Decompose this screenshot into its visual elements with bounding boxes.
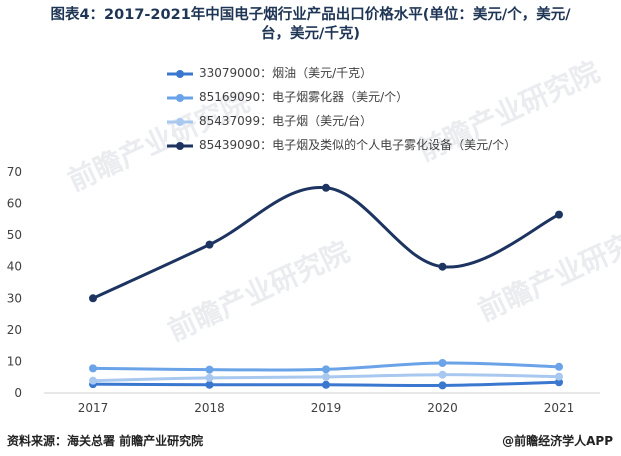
x-tick-label: 2018 [194, 401, 225, 415]
x-tick-label: 2020 [427, 401, 458, 415]
y-tick-label: 70 [7, 165, 22, 179]
legend-swatch [167, 94, 193, 102]
y-tick-label: 10 [7, 354, 22, 368]
y-tick-label: 40 [7, 260, 22, 274]
y-tick-label: 50 [7, 228, 22, 242]
chart-title-line2: 台，美元/千克) [261, 26, 360, 42]
series-2-point [322, 365, 330, 374]
series-4-point [555, 210, 563, 219]
series-2-point [89, 364, 97, 373]
y-tick-label: 30 [7, 291, 22, 305]
legend-swatch [167, 118, 193, 126]
series-line-4 [91, 186, 561, 300]
legend-label: 85439090：电子烟及类似的个人电子雾化设备（美元/个） [199, 138, 517, 152]
series-4-point [438, 262, 447, 271]
source-note: 资料来源：海关总署 前瞻产业研究院 [7, 434, 204, 448]
y-tick-label: 60 [7, 197, 22, 211]
series-1-point [322, 380, 330, 389]
legend-swatch-marker [176, 142, 184, 150]
series-4-point [322, 183, 330, 192]
chart-title-line1: 图表4：2017-2021年中国电子烟行业产品出口价格水平(单位：美元/个，美元… [50, 7, 571, 23]
y-tick-label: 0 [14, 386, 22, 400]
legend-swatch [167, 142, 193, 150]
legend-swatch-marker [176, 118, 184, 126]
y-tick-label: 20 [7, 323, 22, 337]
x-tick-label: 2021 [544, 401, 575, 415]
series-3-point [322, 372, 330, 381]
series-1-point [205, 380, 214, 389]
series-4-point [89, 294, 97, 303]
series-3-point [205, 373, 214, 382]
legend-swatch-marker [176, 94, 184, 102]
series-4-point [205, 240, 214, 249]
legend-label: 33079000：烟油（美元/千克） [199, 66, 373, 80]
series-3-point [438, 370, 447, 379]
chart-title: 图表4：2017-2021年中国电子烟行业产品出口价格水平(单位：美元/个，美元… [0, 6, 621, 44]
series-1-point [555, 378, 563, 387]
legend-label: 85169090：电子烟雾化器（美元/个） [199, 90, 409, 104]
legend-swatch [167, 70, 193, 78]
x-tick-label: 2019 [311, 401, 342, 415]
series-2-point [205, 365, 214, 374]
x-tick-label: 2017 [78, 401, 109, 415]
series-2-point [438, 359, 447, 368]
legend-swatch-marker [176, 70, 184, 78]
series-1-point [438, 381, 447, 390]
series-2-point [555, 362, 563, 371]
series-3-point [89, 376, 97, 385]
brand-note: @前瞻经济学人APP [502, 434, 613, 448]
legend-label: 85437099：电子烟（美元/台） [199, 114, 373, 128]
series-3-point [555, 372, 563, 381]
